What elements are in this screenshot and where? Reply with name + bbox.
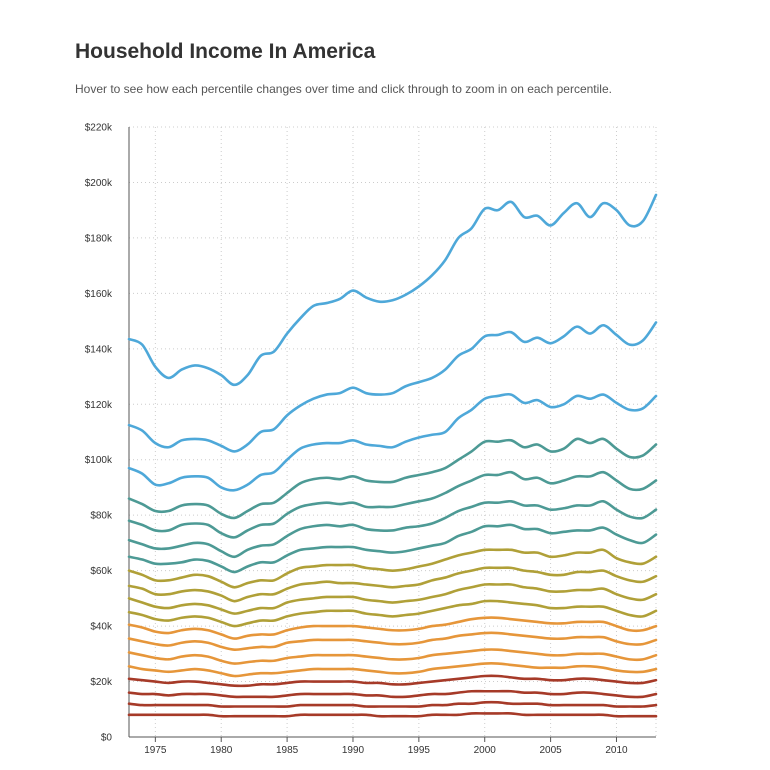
x-tick-label: 2000 bbox=[474, 745, 497, 756]
y-tick-label: $20k bbox=[90, 677, 113, 688]
y-tick-label: $100k bbox=[85, 455, 113, 466]
y-tick-label: $220k bbox=[85, 123, 113, 134]
income-line-series-9[interactable] bbox=[127, 566, 658, 603]
y-tick-label: $180k bbox=[85, 233, 113, 244]
income-line-series-8[interactable] bbox=[127, 548, 658, 589]
income-line-series-2[interactable] bbox=[127, 321, 658, 453]
income-line-series-12[interactable] bbox=[127, 616, 658, 640]
income-line-series-18[interactable] bbox=[127, 700, 658, 708]
x-tick-label: 1975 bbox=[144, 745, 167, 756]
y-tick-label: $0 bbox=[101, 733, 113, 744]
x-tick-label: 1985 bbox=[276, 745, 299, 756]
x-axis: 1975 1980 1985 1990 1995 2000 2005 2010 bbox=[129, 736, 656, 756]
y-axis: $0 $20k $40k $60k $80k $100k $120k $140k $160k $1… bbox=[85, 123, 130, 744]
income-line-series-1[interactable] bbox=[127, 193, 658, 387]
x-tick-label: 2010 bbox=[605, 745, 628, 756]
y-tick-label: $60k bbox=[90, 566, 113, 577]
income-line-series-17[interactable] bbox=[127, 689, 658, 699]
series-layer bbox=[127, 193, 658, 718]
income-line-series-16[interactable] bbox=[127, 674, 658, 688]
page-subtitle: Hover to see how each percentile changes… bbox=[75, 82, 612, 96]
x-tick-label: 1990 bbox=[342, 745, 365, 756]
y-tick-label: $200k bbox=[85, 178, 113, 189]
income-line-series-15[interactable] bbox=[127, 662, 658, 678]
y-tick-label: $140k bbox=[85, 344, 113, 355]
x-tick-label: 2005 bbox=[539, 745, 562, 756]
income-line-series-7[interactable] bbox=[127, 523, 658, 574]
y-tick-label: $40k bbox=[90, 622, 113, 633]
income-line-series-3[interactable] bbox=[127, 392, 658, 492]
page-title: Household Income In America bbox=[75, 40, 376, 63]
income-line-series-4[interactable] bbox=[127, 437, 658, 520]
y-tick-label: $160k bbox=[85, 289, 113, 300]
income-line-series-19[interactable] bbox=[127, 712, 658, 718]
grid-layer bbox=[129, 126, 657, 737]
y-tick-label: $120k bbox=[85, 400, 113, 411]
income-line-series-6[interactable] bbox=[127, 499, 658, 559]
x-tick-label: 1995 bbox=[408, 745, 431, 756]
x-tick-label: 1980 bbox=[210, 745, 233, 756]
income-line-series-13[interactable] bbox=[127, 631, 658, 651]
y-tick-label: $80k bbox=[90, 511, 113, 522]
income-line-series-10[interactable] bbox=[127, 582, 658, 615]
income-line-series-11[interactable] bbox=[127, 599, 658, 628]
income-line-series-14[interactable] bbox=[127, 648, 658, 665]
income-line-series-5[interactable] bbox=[127, 470, 658, 539]
